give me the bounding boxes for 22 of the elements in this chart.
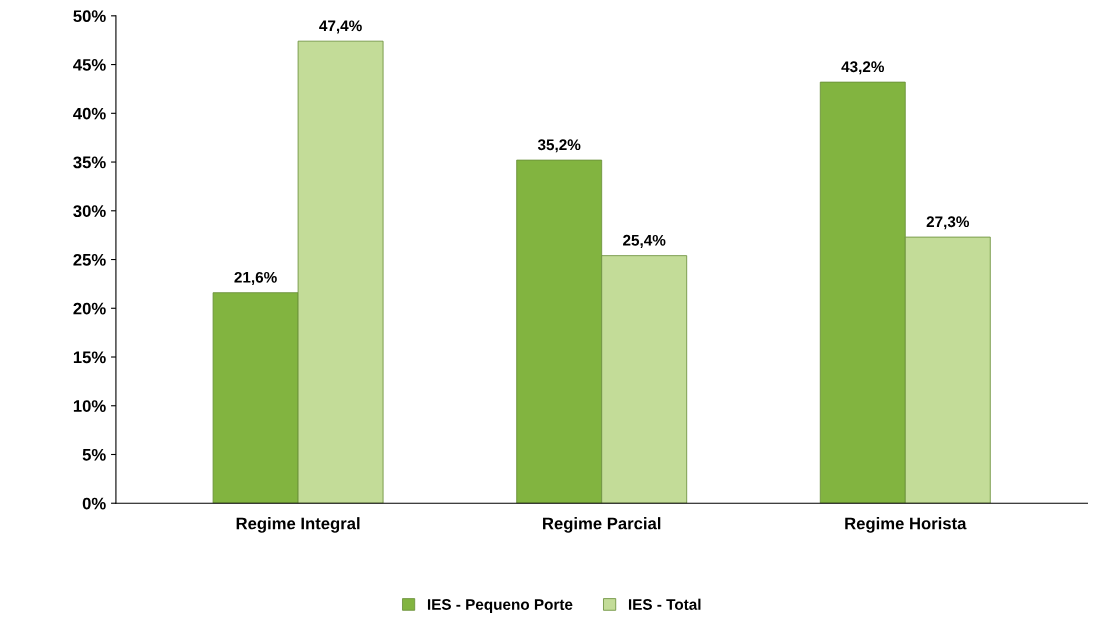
x-tick-label: Regime Parcial bbox=[543, 517, 661, 533]
y-tick-label: 45% bbox=[73, 59, 106, 71]
y-tick-label: 15% bbox=[73, 351, 106, 364]
data-label: 47,4% bbox=[319, 20, 362, 34]
data-label: 25,4% bbox=[623, 234, 666, 248]
y-tick-label: 40% bbox=[73, 107, 106, 120]
y-tick-label: 10% bbox=[73, 400, 106, 412]
y-tick-label: 0% bbox=[82, 497, 106, 510]
x-tick-label: Regime Integral bbox=[236, 517, 360, 533]
y-tick-label: 25% bbox=[73, 253, 106, 266]
x-tick-label: Regime Horista bbox=[845, 517, 967, 533]
legend-label: IES - Pequeno Porte bbox=[427, 599, 573, 613]
data-label: 35,2% bbox=[537, 139, 581, 153]
legend-label: IES - Total bbox=[628, 598, 701, 610]
y-tick-label: 50% bbox=[73, 10, 106, 23]
data-label: 27,3% bbox=[926, 216, 970, 230]
y-tick-label: 20% bbox=[73, 302, 106, 315]
y-tick-label: 5% bbox=[82, 448, 106, 461]
data-label: 21,6% bbox=[234, 271, 277, 285]
data-label: 43,2% bbox=[841, 61, 885, 75]
y-tick-label: 35% bbox=[73, 156, 106, 169]
y-tick-label: 30% bbox=[73, 205, 106, 218]
